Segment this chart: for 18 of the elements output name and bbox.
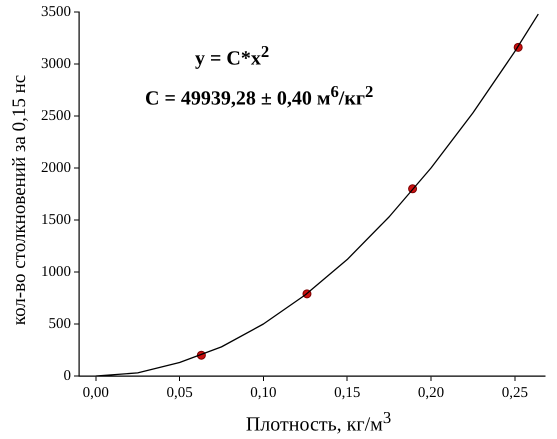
x-tick-label: 0,00 (82, 384, 109, 401)
y-tick-label: 1000 (41, 264, 71, 280)
y-tick-label: 3000 (41, 56, 71, 72)
y-tick-label: 3500 (41, 4, 71, 20)
annotation: C = 49939,28 ± 0,40 м$^{6}$/кг$^{2}$ (145, 82, 374, 111)
y-tick-label: 1500 (41, 212, 71, 228)
x-tick-label: 0,15 (334, 384, 360, 401)
y-tick-label: 2000 (41, 160, 71, 176)
y-tick-label: 500 (48, 316, 71, 332)
x-tick-label: 0,10 (250, 384, 277, 401)
x-tick-label: 0,20 (418, 384, 444, 401)
y-tick-label: 2500 (41, 108, 71, 124)
y-axis-title: кол-во столкновений за 0,15 нс (9, 74, 31, 326)
annotation: y = C*x$^{2}$ (195, 42, 270, 71)
y-tick-label: 0 (64, 368, 71, 384)
x-axis-title: Плотность, кг/м$^{3}$ (244, 408, 392, 437)
x-tick-label: 0,05 (166, 384, 193, 401)
x-tick-label: 0,25 (502, 384, 528, 401)
